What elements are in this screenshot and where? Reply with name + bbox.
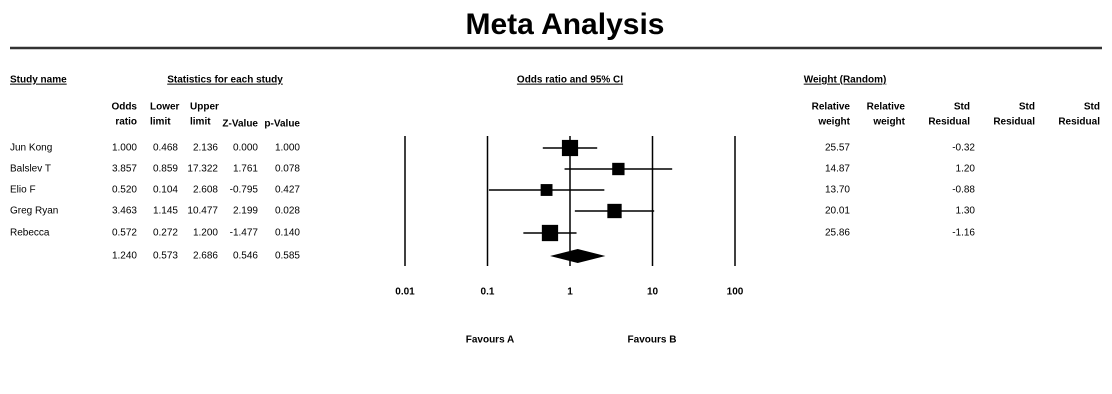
column-header: limit: [150, 117, 171, 128]
cell: 20.01: [825, 206, 850, 217]
point-estimate: [540, 184, 553, 196]
cell: 2.136: [193, 143, 218, 154]
cell: 0.140: [275, 228, 300, 239]
cell: 1.240: [112, 251, 137, 262]
title: Meta Analysis: [466, 8, 665, 41]
cell: 1.20: [956, 164, 976, 175]
point-estimate: [612, 162, 625, 176]
study-name: Balslev T: [10, 164, 51, 175]
column-header: weight: [817, 117, 850, 128]
cell: -1.16: [952, 228, 975, 239]
cell: 0.104: [153, 185, 178, 196]
column-header: weight: [872, 117, 905, 128]
x-tick-label: 100: [727, 287, 744, 298]
cell: 1.145: [153, 206, 178, 217]
cell: 17.322: [187, 164, 218, 175]
column-header: Std: [1019, 102, 1035, 113]
study-name: Jun Kong: [10, 143, 52, 154]
cell: -0.795: [230, 185, 259, 196]
point-estimate: [607, 203, 622, 219]
x-tick-label: 1: [567, 287, 573, 298]
column-header: limit: [190, 117, 211, 128]
column-header: Std: [1084, 102, 1100, 113]
column-header: Lower: [150, 102, 180, 113]
column-header: Residual: [928, 117, 970, 128]
x-tick-label: 0.01: [395, 287, 415, 298]
cell: -1.477: [230, 228, 259, 239]
cell: 0.585: [275, 251, 300, 262]
group-header: Weight (Random): [804, 75, 887, 86]
column-header: ratio: [115, 117, 137, 128]
cell: 0.546: [233, 251, 258, 262]
cell: 14.87: [825, 164, 850, 175]
column-header: Residual: [993, 117, 1035, 128]
cell: 1.000: [275, 143, 300, 154]
study-name: Rebecca: [10, 228, 50, 239]
cell: 0.028: [275, 206, 300, 217]
cell: -0.88: [952, 185, 975, 196]
column-header: Z-Value: [222, 119, 258, 130]
cell: 10.477: [187, 206, 218, 217]
cell: 0.859: [153, 164, 178, 175]
cell: 1.761: [233, 164, 258, 175]
x-tick-label: 0.1: [481, 287, 495, 298]
point-estimate: [561, 139, 579, 157]
cell: -0.32: [952, 143, 975, 154]
cell: 3.857: [112, 164, 137, 175]
cell: 0.573: [153, 251, 178, 262]
cell: 1.30: [956, 206, 976, 217]
cell: 2.199: [233, 206, 258, 217]
group-header: Odds ratio and 95% CI: [517, 75, 623, 86]
study-name: Greg Ryan: [10, 206, 58, 217]
group-header: Study name: [10, 75, 67, 86]
summary-diamond: [550, 249, 606, 263]
cell: 2.608: [193, 185, 218, 196]
cell: 1.200: [193, 228, 218, 239]
column-header: p-Value: [264, 119, 300, 130]
group-header: Statistics for each study: [167, 75, 283, 86]
column-header: Residual: [1058, 117, 1100, 128]
x-tick-label: 10: [647, 287, 659, 298]
cell: 25.57: [825, 143, 850, 154]
column-header: Odds: [111, 102, 137, 113]
cell: 0.572: [112, 228, 137, 239]
study-name: Elio F: [10, 185, 36, 196]
column-header: Upper: [190, 102, 219, 113]
cell: 1.000: [112, 143, 137, 154]
cell: 2.686: [193, 251, 218, 262]
point-estimate: [541, 224, 559, 242]
cell: 0.427: [275, 185, 300, 196]
cell: 0.078: [275, 164, 300, 175]
cell: 25.86: [825, 228, 850, 239]
cell: 3.463: [112, 206, 137, 217]
cell: 13.70: [825, 185, 850, 196]
cell: 0.468: [153, 143, 178, 154]
column-header: Std: [954, 102, 970, 113]
cell: 0.272: [153, 228, 178, 239]
favours-label: Favours A: [466, 335, 515, 346]
column-header: Relative: [812, 102, 851, 113]
cell: 0.000: [233, 143, 258, 154]
favours-label: Favours B: [628, 335, 677, 346]
column-header: Relative: [867, 102, 906, 113]
cell: 0.520: [112, 185, 137, 196]
